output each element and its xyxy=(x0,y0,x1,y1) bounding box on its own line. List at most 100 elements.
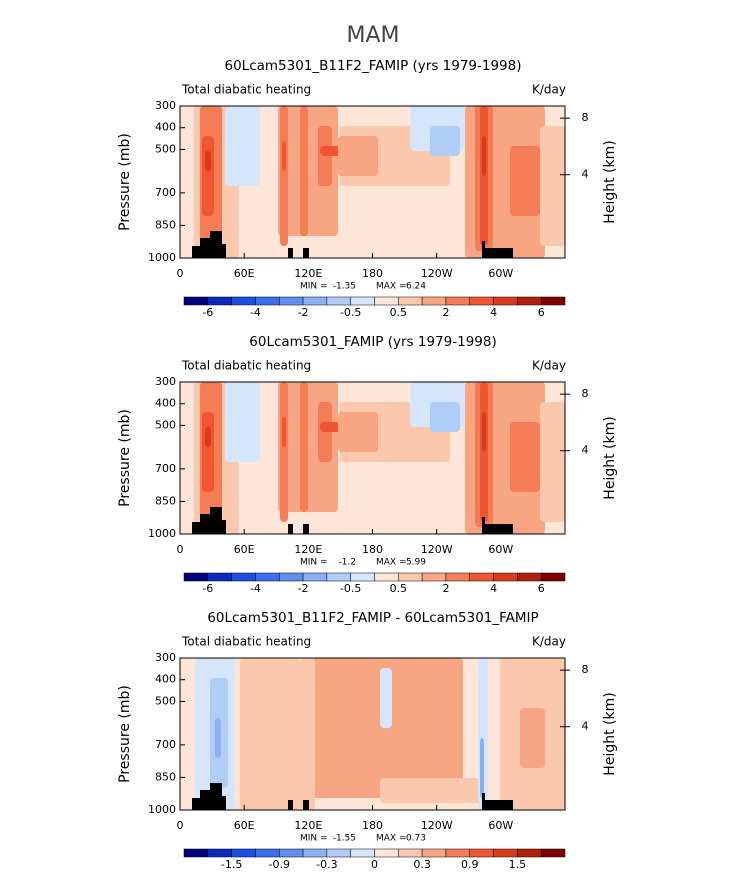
figure-title: MAM xyxy=(346,23,399,48)
colorbar-box xyxy=(326,296,351,306)
y-tick-label: 700 xyxy=(155,738,176,751)
y2-tick-label: 4 xyxy=(582,720,589,733)
x-tick-label: 120W xyxy=(421,543,453,556)
x-tick-label: 180 xyxy=(362,267,383,280)
min-value: -1.55 xyxy=(333,834,356,844)
colorbar-box xyxy=(255,572,280,582)
contour-region xyxy=(380,668,392,728)
x-tick-label: 0 xyxy=(177,543,184,556)
x-tick-label: 180 xyxy=(362,819,383,832)
max-value: 0.73 xyxy=(406,834,426,844)
colorbar-box xyxy=(445,296,470,306)
contour-region xyxy=(280,106,288,246)
colorbar-box xyxy=(255,848,280,858)
y-axis-label: Pressure (mb) xyxy=(117,133,133,231)
colorbar-label: 0.3 xyxy=(413,858,431,871)
x-tick-label: 120E xyxy=(294,543,322,556)
colorbar-box xyxy=(493,572,518,582)
y2-tick-label: 8 xyxy=(582,111,589,124)
y-tick-label: 300 xyxy=(155,651,176,664)
colorbar-box xyxy=(302,572,328,582)
colorbar-label: -1.5 xyxy=(221,858,242,871)
y-tick-label: 400 xyxy=(155,121,176,134)
max-label: MAX = xyxy=(376,834,407,844)
y-tick-label: 700 xyxy=(155,462,176,475)
min-value: -1.35 xyxy=(333,282,356,292)
colorbar-box xyxy=(469,572,494,582)
x-tick-label: 60E xyxy=(234,819,255,832)
topography xyxy=(288,800,293,810)
topography xyxy=(303,524,309,534)
topography xyxy=(220,244,226,258)
y-tick-label: 300 xyxy=(155,99,176,112)
contour-region xyxy=(205,427,211,447)
contour-region xyxy=(338,412,378,452)
colorbar-label: -0.5 xyxy=(340,306,361,319)
colorbar-box xyxy=(493,848,518,858)
min-label: MIN = xyxy=(300,558,328,568)
y-tick-label: 500 xyxy=(155,142,176,155)
max-value: 5.99 xyxy=(406,558,426,568)
panel-title: 60Lcam5301_FAMIP (yrs 1979-1998) xyxy=(249,334,496,350)
colorbar-box xyxy=(255,296,280,306)
topography xyxy=(210,783,222,810)
contour-region xyxy=(380,778,480,803)
y-tick-label: 1000 xyxy=(148,251,176,264)
contour-field xyxy=(180,382,565,534)
colorbar-label: -6 xyxy=(202,306,213,319)
colorbar-box xyxy=(183,572,209,582)
max-value: 6.24 xyxy=(406,282,426,292)
colorbar-box xyxy=(231,572,256,582)
y2-tick-label: 4 xyxy=(582,444,589,457)
colorbar-box xyxy=(374,848,399,858)
contour-region xyxy=(300,658,315,810)
colorbar-label: -4 xyxy=(250,582,261,595)
colorbar-label: 4 xyxy=(490,306,497,319)
y-tick-label: 300 xyxy=(155,375,176,388)
x-tick-label: 0 xyxy=(177,819,184,832)
colorbar-box xyxy=(231,848,256,858)
x-tick-label: 120E xyxy=(294,819,322,832)
panel-subtitle: Total diabatic heating xyxy=(181,359,311,373)
colorbar-box xyxy=(540,572,566,582)
contour-region xyxy=(215,718,221,758)
y-axis-label: Pressure (mb) xyxy=(117,409,133,507)
topography xyxy=(210,507,222,534)
colorbar-box xyxy=(469,848,494,858)
colorbar-box xyxy=(183,296,209,306)
x-tick-label: 60E xyxy=(234,543,255,556)
colorbar-box xyxy=(469,296,494,306)
min-label: MIN = xyxy=(300,282,328,292)
topography xyxy=(483,524,513,534)
colorbar-box xyxy=(517,572,542,582)
contour-region xyxy=(430,402,460,432)
colorbar-box xyxy=(421,296,447,306)
panel-title: 60Lcam5301_B11F2_FAMIP (yrs 1979-1998) xyxy=(225,58,522,74)
y2-tick-label: 4 xyxy=(582,168,589,181)
panel-title: 60Lcam5301_B11F2_FAMIP - 60Lcam5301_FAMI… xyxy=(207,610,538,626)
y-axis-label: Pressure (mb) xyxy=(117,685,133,783)
contour-region xyxy=(338,136,378,176)
y-tick-label: 850 xyxy=(155,218,176,231)
topography xyxy=(220,520,226,534)
colorbar-box xyxy=(374,296,399,306)
contour-region xyxy=(282,417,286,447)
y-tick-label: 700 xyxy=(155,186,176,199)
panel-units: K/day xyxy=(532,359,566,373)
colorbar-label: 0.9 xyxy=(461,858,479,871)
colorbar-box xyxy=(350,296,375,306)
panel-subtitle: Total diabatic heating xyxy=(181,83,311,97)
contour-region xyxy=(540,126,565,246)
y-tick-label: 1000 xyxy=(148,803,176,816)
colorbar-box xyxy=(445,572,470,582)
topography xyxy=(482,793,485,810)
contour-region xyxy=(520,708,545,768)
y-tick-label: 400 xyxy=(155,397,176,410)
colorbar-box xyxy=(350,848,375,858)
contour-region xyxy=(510,146,540,216)
max-label: MAX = xyxy=(376,282,407,292)
colorbar-label: 6 xyxy=(538,582,545,595)
min-value: -1.2 xyxy=(338,558,356,568)
colorbar-box xyxy=(207,296,232,306)
y-tick-label: 400 xyxy=(155,673,176,686)
